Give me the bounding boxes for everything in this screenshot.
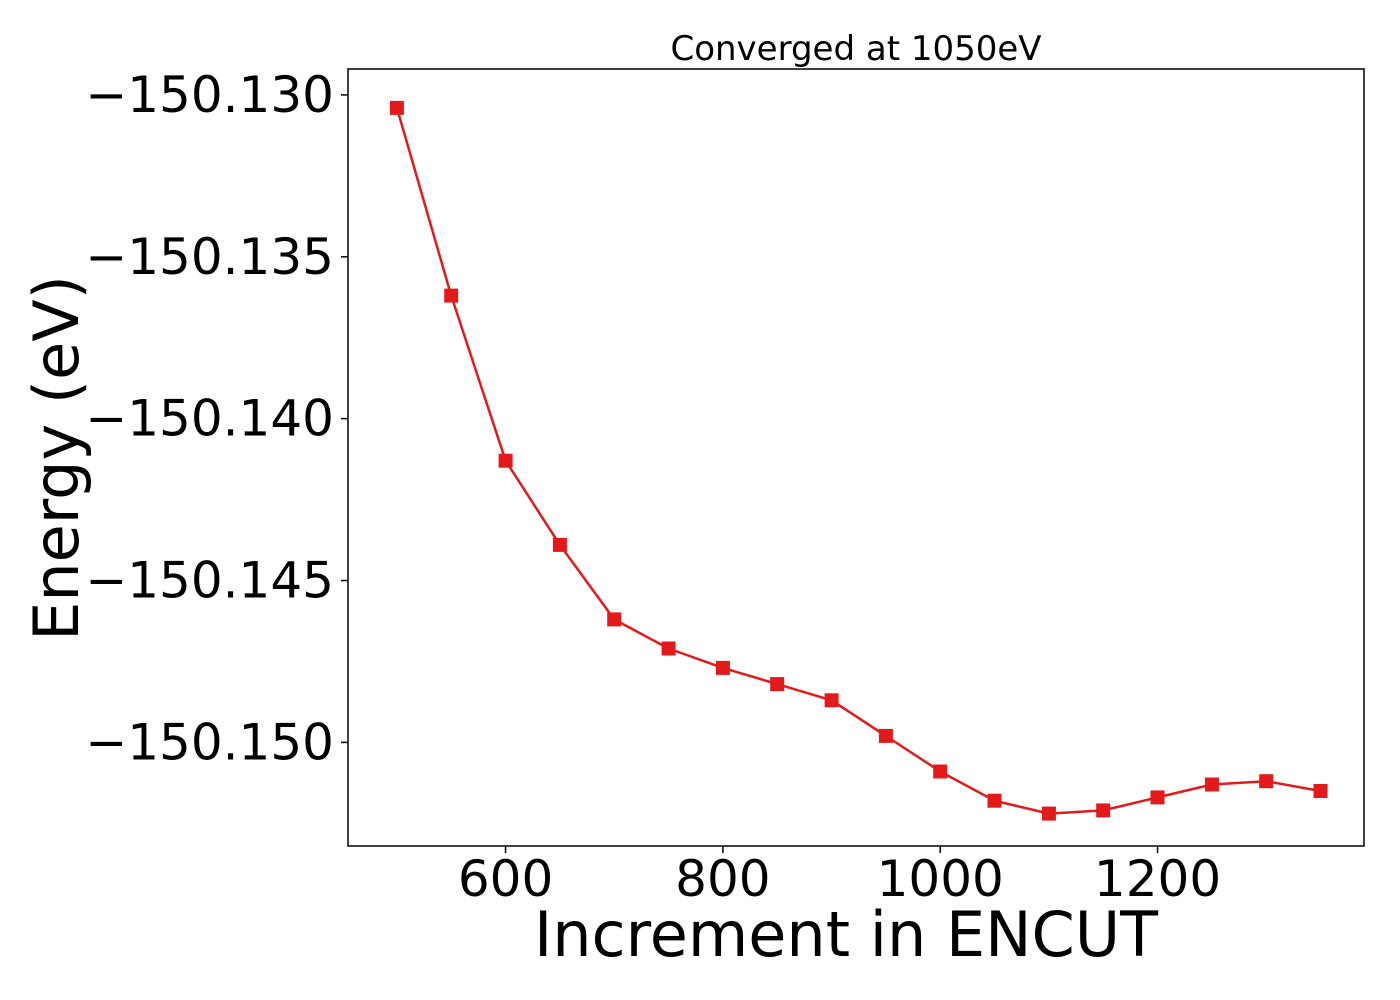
data-point-marker: [770, 677, 785, 692]
data-point-marker: [552, 537, 567, 552]
data-point-marker: [661, 641, 676, 656]
y-tick-label: −150.145: [85, 552, 334, 610]
data-point-marker: [607, 612, 622, 627]
data-point-marker: [1096, 803, 1111, 818]
y-axis-label: Energy (eV): [20, 275, 93, 641]
data-point-marker: [389, 100, 404, 115]
x-tick-label: 1000: [877, 850, 1004, 908]
x-axis-ticks: 600 800 1000 1200: [458, 846, 1221, 908]
data-point-marker: [1041, 806, 1056, 821]
y-tick-label: −150.130: [85, 66, 334, 124]
x-tick-label: 600: [458, 850, 553, 908]
x-tick-label: 800: [675, 850, 770, 908]
plot-frame: [347, 68, 1365, 847]
x-axis-label: Increment in ENCUT: [534, 898, 1159, 971]
data-point-marker: [498, 453, 513, 468]
data-point-marker: [987, 793, 1002, 808]
data-point-marker: [933, 764, 948, 779]
data-point-marker: [1313, 784, 1328, 798]
x-tick-label: 1200: [1094, 850, 1221, 908]
data-point-marker: [715, 660, 730, 675]
y-tick-label: −150.140: [85, 390, 334, 448]
chart-title: Converged at 1050eV: [670, 29, 1041, 69]
data-point-marker: [1204, 777, 1219, 792]
data-point-marker: [1150, 790, 1165, 805]
data-point-marker: [824, 693, 839, 708]
data-point-marker: [878, 728, 893, 743]
series-layer: [389, 100, 1328, 821]
data-point-marker: [444, 288, 459, 303]
y-tick-label: −150.150: [85, 713, 334, 771]
data-point-marker: [1259, 774, 1274, 789]
y-axis-ticks: −150.130 −150.135 −150.140 −150.145 −150.150: [85, 66, 348, 771]
series-line: [395, 107, 1321, 815]
y-tick-label: −150.135: [85, 228, 334, 286]
